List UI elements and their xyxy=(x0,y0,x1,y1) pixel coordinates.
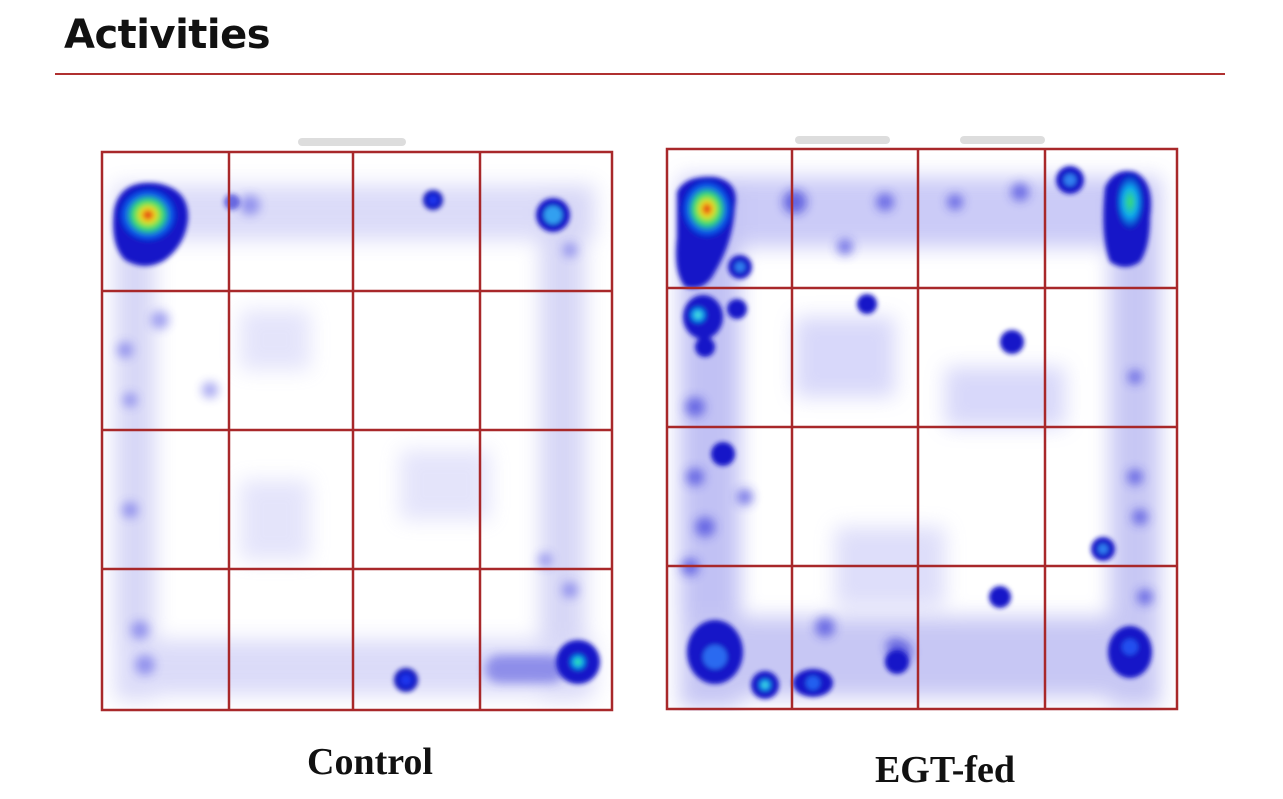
trail-detail xyxy=(117,195,578,683)
cropped-header-text xyxy=(795,136,890,144)
cropped-header-text xyxy=(960,136,1045,144)
control-heatmap-svg xyxy=(100,150,614,712)
grid xyxy=(100,150,614,712)
egt-caption: EGT-fed xyxy=(874,749,1016,791)
control-caption: Control xyxy=(307,741,433,783)
grid xyxy=(665,147,1179,711)
hotspots xyxy=(676,166,1152,699)
egt-heatmap xyxy=(665,147,1179,711)
hotspots xyxy=(113,182,600,692)
slide-title: Activities xyxy=(64,12,271,58)
cropped-header-text xyxy=(298,138,406,146)
title-underline xyxy=(55,73,1225,75)
control-heatmap xyxy=(100,150,614,712)
egt-heatmap-svg xyxy=(665,147,1179,711)
trail-layer xyxy=(680,177,1160,707)
trail-layer xyxy=(115,185,595,700)
